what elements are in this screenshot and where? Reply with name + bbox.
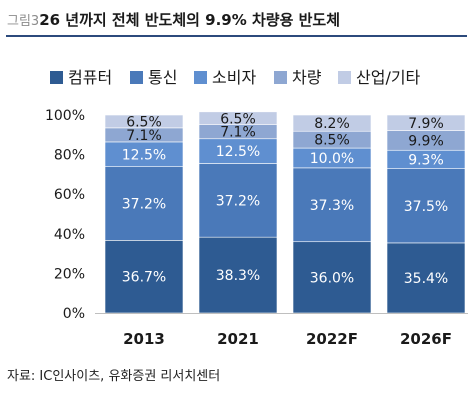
legend-label-통신: 통신 [148, 68, 177, 87]
bar-stack-2021: 38.3% 37.2% 12.5% 7.1%6.5% [198, 111, 278, 314]
data-label: 8.5% [314, 133, 350, 149]
data-label: 6.5% [220, 111, 256, 127]
y-tick-label: 40% [54, 227, 85, 243]
data-label: 35.4% [404, 271, 448, 287]
data-label: 7.9% [408, 116, 444, 132]
y-axis: 0% 20% 40% 60% 80% 100% [45, 108, 85, 322]
legend-swatch-통신 [130, 71, 143, 84]
x-tick-label: 2013 [123, 330, 165, 348]
source-note: 자료: IC인사이츠, 유화증권 리서치센터 [7, 369, 221, 384]
bar-segment-산업-기타 [104, 114, 184, 129]
bar-stack-2022f: 36.0% 37.3% 10.0% 8.5%8.2% [292, 114, 372, 314]
data-label: 37.2% [216, 193, 260, 209]
y-tick-label: 100% [45, 108, 85, 124]
bar-segment-소비자 [198, 138, 278, 164]
bar-segment-통신 [104, 166, 184, 241]
bar-segment-산업-기타 [386, 114, 466, 131]
x-axis: 2013 2021 2022F 2026F [95, 313, 468, 348]
x-tick-label: 2026F [400, 330, 452, 348]
data-label: 8.2% [314, 116, 350, 132]
figure-number: 그림3 [7, 14, 40, 29]
bar-segment-통신 [386, 168, 466, 244]
data-label: 36.0% [310, 270, 354, 286]
legend-label-차량: 차량 [292, 68, 322, 87]
bar-segment-통신 [292, 167, 372, 243]
legend-swatch-컴퓨터 [50, 71, 63, 84]
bar-segment-산업-기타 [198, 111, 278, 126]
chart-legend: 컴퓨터 통신 소비자 차량 산업/기타 [50, 68, 421, 87]
data-label: 7.1% [220, 125, 256, 141]
bar-segment-컴퓨터 [104, 240, 184, 314]
legend-label-컴퓨터: 컴퓨터 [68, 68, 112, 87]
legend-swatch-산업-기타 [338, 71, 351, 84]
stacked-bar-chart: 컴퓨터 통신 소비자 차량 산업/기타 0% 20% 40% 60% 80% 100% 36.7%… [45, 68, 468, 348]
bar-segment-산업-기타 [292, 114, 372, 132]
data-label: 10.0% [310, 151, 354, 167]
y-tick-label: 60% [54, 187, 85, 203]
data-label: 37.2% [122, 197, 166, 213]
bar-stack-2026f: 35.4% 37.5% 9.3% 9.9%7.9% [386, 114, 466, 314]
legend-label-소비자: 소비자 [212, 68, 256, 87]
data-label: 37.3% [310, 198, 354, 214]
bar-segment-컴퓨터 [386, 242, 466, 314]
data-label: 9.9% [408, 133, 444, 149]
y-tick-label: 20% [54, 266, 85, 282]
bar-stack-2013: 36.7% 37.2% 12.5% 7.1%6.5% [104, 114, 184, 314]
data-label: 36.7% [122, 270, 166, 286]
bars: 36.7%37.2%12.5%7.1%6.5%38.3%37.2%12.5%7.… [104, 111, 466, 314]
data-label: 12.5% [216, 144, 260, 160]
data-label: 37.5% [404, 199, 448, 215]
legend-swatch-차량 [274, 71, 287, 84]
figure-title: 26 년까지 전체 반도체의 9.9% 차량용 반도체 [39, 11, 341, 29]
data-label: 6.5% [126, 114, 162, 130]
legend-label-산업-기타: 산업/기타 [356, 68, 421, 87]
y-tick-label: 80% [54, 148, 85, 164]
data-label: 7.1% [126, 128, 162, 144]
title-divider [6, 35, 467, 37]
x-tick-label: 2022F [306, 330, 358, 348]
figure-title-row: 그림326 년까지 전체 반도체의 9.9% 차량용 반도체 [7, 9, 467, 33]
data-label: 12.5% [122, 147, 166, 163]
y-tick-label: 0% [63, 306, 85, 322]
x-tick-label: 2021 [217, 330, 259, 348]
data-label: 38.3% [216, 268, 260, 284]
data-label: 9.3% [408, 152, 444, 168]
bar-segment-컴퓨터 [292, 241, 372, 314]
legend-swatch-소비자 [194, 71, 207, 84]
